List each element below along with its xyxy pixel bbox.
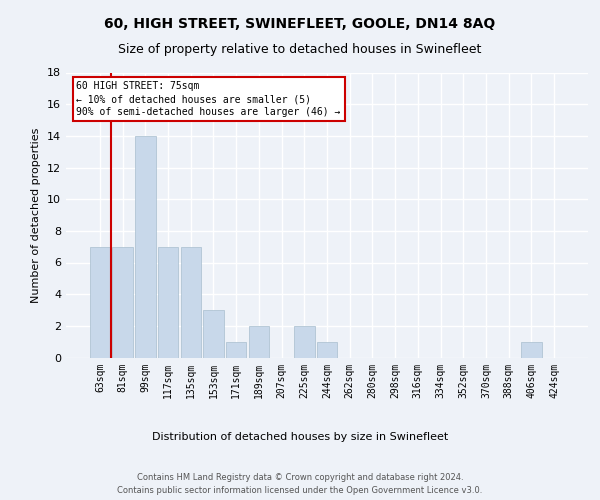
Bar xyxy=(317,342,337,357)
Bar xyxy=(248,326,269,358)
Text: Contains public sector information licensed under the Open Government Licence v3: Contains public sector information licen… xyxy=(118,486,482,495)
Bar xyxy=(181,246,201,358)
Bar xyxy=(294,326,314,358)
Bar xyxy=(521,342,542,357)
Text: Distribution of detached houses by size in Swinefleet: Distribution of detached houses by size … xyxy=(152,432,448,442)
Bar xyxy=(158,246,178,358)
Bar xyxy=(135,136,155,358)
Bar xyxy=(90,246,110,358)
Bar xyxy=(203,310,224,358)
Text: 60, HIGH STREET, SWINEFLEET, GOOLE, DN14 8AQ: 60, HIGH STREET, SWINEFLEET, GOOLE, DN14… xyxy=(104,18,496,32)
Text: Size of property relative to detached houses in Swinefleet: Size of property relative to detached ho… xyxy=(118,42,482,56)
Y-axis label: Number of detached properties: Number of detached properties xyxy=(31,128,41,302)
Text: Contains HM Land Registry data © Crown copyright and database right 2024.: Contains HM Land Registry data © Crown c… xyxy=(137,472,463,482)
Bar xyxy=(226,342,247,357)
Text: 60 HIGH STREET: 75sqm
← 10% of detached houses are smaller (5)
90% of semi-detac: 60 HIGH STREET: 75sqm ← 10% of detached … xyxy=(76,81,341,118)
Bar xyxy=(112,246,133,358)
